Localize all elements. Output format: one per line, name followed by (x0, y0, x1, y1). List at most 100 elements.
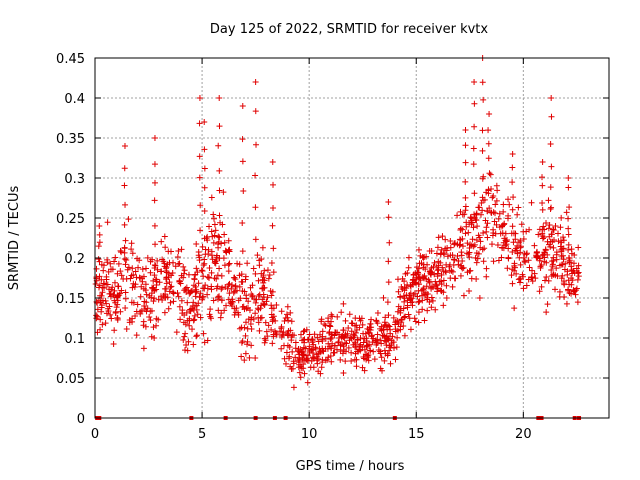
data-point (285, 355, 292, 362)
data-point (512, 264, 519, 271)
data-point (357, 317, 364, 324)
data-point (128, 272, 135, 279)
data-point (254, 305, 261, 312)
data-point (415, 309, 422, 316)
data-point (252, 236, 259, 243)
data-point (104, 256, 111, 263)
data-point (525, 276, 532, 283)
data-point (460, 292, 467, 299)
data-point (558, 246, 565, 253)
data-point (548, 266, 555, 273)
data-point (288, 333, 295, 340)
data-point (473, 249, 480, 256)
data-point (514, 242, 521, 249)
data-point (238, 353, 245, 360)
x-tick-label: 15 (408, 427, 425, 442)
y-tick-label: 0.4 (64, 92, 85, 107)
data-point (331, 332, 338, 339)
data-point (543, 219, 550, 226)
data-point (548, 231, 555, 238)
data-point (366, 330, 373, 337)
data-point (568, 281, 575, 288)
data-point (440, 249, 447, 256)
data-point (99, 289, 106, 296)
data-point (438, 278, 445, 285)
data-point (449, 252, 456, 259)
data-point (132, 313, 139, 320)
data-point (219, 297, 226, 304)
data-point (490, 229, 497, 236)
data-point (239, 103, 246, 109)
data-point (196, 95, 203, 101)
data-point (118, 272, 125, 279)
data-point (151, 135, 158, 141)
data-point (221, 262, 228, 269)
data-point (114, 314, 121, 321)
data-point (423, 283, 430, 290)
data-point (467, 267, 474, 274)
data-point (497, 230, 504, 237)
data-point (270, 205, 277, 212)
data-point (520, 254, 527, 261)
data-point (334, 313, 341, 320)
data-point (180, 336, 187, 343)
data-point (92, 280, 99, 287)
data-point (459, 235, 466, 242)
data-point (282, 360, 289, 367)
data-point (482, 217, 489, 224)
data-point (509, 206, 516, 213)
data-point (543, 309, 550, 316)
data-point (420, 286, 427, 293)
data-point (480, 258, 487, 265)
data-point (400, 292, 407, 299)
data-point (528, 199, 535, 206)
data-point (501, 235, 508, 242)
data-point (132, 281, 139, 288)
data-point (407, 282, 414, 289)
data-point (565, 225, 572, 232)
data-point (303, 326, 310, 333)
data-point (440, 302, 447, 309)
data-point (517, 261, 524, 268)
data-point (121, 182, 128, 189)
data-point (508, 272, 515, 279)
data-point (122, 201, 129, 208)
data-point (401, 298, 408, 305)
data-point (295, 364, 302, 371)
data-point (416, 260, 423, 267)
data-point (397, 294, 404, 301)
data-point (209, 233, 216, 240)
data-point (216, 187, 223, 194)
data-point (489, 241, 495, 248)
data-point (434, 273, 441, 280)
data-point (252, 310, 259, 317)
data-point (517, 244, 524, 251)
data-point (403, 292, 410, 299)
data-point (190, 341, 197, 348)
data-point (340, 370, 347, 377)
data-point (460, 264, 467, 271)
data-point (368, 316, 375, 323)
data-point (483, 228, 490, 235)
data-point (380, 332, 387, 339)
data-point (419, 292, 426, 299)
data-point (235, 297, 242, 304)
data-point (252, 172, 259, 179)
data-point (319, 345, 326, 352)
data-point (361, 367, 368, 374)
data-point (426, 248, 433, 255)
data-point (122, 295, 129, 302)
data-point (219, 284, 226, 291)
data-point (163, 276, 170, 283)
grid-lines (95, 58, 609, 418)
data-point (239, 303, 246, 310)
data-point (462, 127, 469, 133)
data-point (269, 222, 276, 229)
data-point (565, 184, 572, 191)
data-point (486, 170, 493, 177)
data-point (501, 221, 508, 228)
data-point (565, 246, 572, 253)
data-point (569, 270, 576, 277)
data-point (443, 261, 450, 268)
data-point (408, 295, 415, 302)
